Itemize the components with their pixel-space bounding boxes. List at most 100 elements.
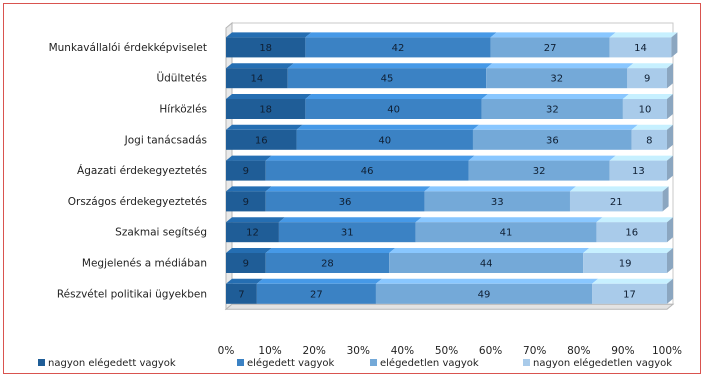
legend-item: elégedetlen vagyok [370,357,479,369]
bar-top-face [287,63,493,69]
bar-top-face [226,32,312,38]
bar-segment: 17 [592,278,673,304]
legend-swatch [237,359,244,366]
bar-data-label: 44 [480,259,493,270]
bar-side-face [667,248,673,273]
bar-data-label: 8 [646,135,652,146]
bar-segment: 44 [389,248,590,273]
bar-segment: 27 [490,32,616,58]
bar-segment: 7 [226,278,263,304]
bar-data-label: 45 [381,74,394,85]
category-label: Országos érdekegyeztetés [68,196,207,208]
bar [278,222,416,243]
legend-item: elégedett vagyok [237,357,335,369]
bar-data-label: 12 [246,228,259,239]
category-label: Megjelenés a médiában [82,258,207,270]
bar-segment: 18 [226,94,312,119]
bar [226,160,266,181]
bar-top-face [486,63,634,69]
bar-segment: 21 [569,186,669,212]
bar [569,191,663,212]
legend-swatch [38,359,45,366]
bar-top-face [278,217,422,223]
legend-label: elégedett vagyok [247,357,335,369]
bar-data-label: 32 [533,166,546,177]
bar-segment: 36 [472,124,638,150]
bar-side-face [667,124,673,150]
bar-segment: 14 [609,32,678,58]
bar-data-label: 46 [361,166,374,177]
bar-data-label: 18 [259,43,272,54]
x-tick-label: 0% [218,345,235,357]
bar [424,191,570,212]
bar-top-face [265,248,396,253]
bar-top-face [627,63,673,69]
bar-top-face [389,248,590,253]
bar [592,283,667,304]
bar-data-label: 14 [251,74,264,85]
bar [622,99,667,119]
bar [389,253,584,273]
bar-top-face [472,124,638,130]
bar-top-face [305,94,488,99]
bar-data-label: 36 [546,135,559,146]
bar-data-label: 9 [644,74,650,85]
bar [305,99,482,119]
bar-data-label: 32 [546,105,559,116]
bar-segment: 46 [265,155,475,181]
bar-top-face [226,124,303,130]
bar-segment: 40 [296,124,479,150]
category-label: Részvétel politikai ügyekben [57,288,207,300]
legend-label: nagyon elégedett vagyok [48,357,176,369]
bar [226,191,266,212]
bar [226,283,257,304]
legend-label: elégedetlen vagyok [380,357,479,369]
bar-segment: 49 [375,278,599,304]
legend-swatch [370,359,377,366]
category-label: Hírközlés [159,104,207,116]
bar-segment: 42 [305,32,497,58]
bar-segment: 12 [226,217,285,243]
bar-data-label: 9 [243,197,249,208]
bar [468,160,610,181]
bar [490,37,610,58]
bar-data-label: 7 [238,289,244,300]
x-tick-label: 60% [479,345,502,357]
bar-segment: 13 [609,155,673,181]
bar-side-face [667,155,673,181]
bar-data-label: 14 [634,43,647,54]
bar-top-face [265,155,475,161]
bar-segment: 41 [415,217,603,243]
bar-segment: 33 [424,186,576,212]
x-tick-label: 30% [347,345,370,357]
bar-segment: 8 [631,124,673,150]
bar [226,222,279,243]
category-label: Ágazati érdekegyeztetés [77,164,207,177]
bar [596,222,667,243]
bar-segment: 9 [226,186,272,212]
bar-data-label: 31 [341,228,354,239]
bar-data-label: 42 [392,43,405,54]
bar [375,283,593,304]
x-tick-label: 80% [567,345,590,357]
x-tick-label: 70% [523,345,546,357]
bar-segment: 9 [627,63,673,89]
bar [226,129,297,150]
bar-segment: 18 [226,32,312,58]
bar-top-face [226,248,272,253]
bar-segment: 27 [256,278,382,304]
bar-top-face [226,155,272,161]
bar-top-face [631,124,673,130]
bar-side-face [671,32,678,58]
category-label: Üdültetés [156,72,207,85]
bar-segment: 16 [596,217,673,243]
bar-segment: 10 [622,94,673,119]
bar [609,37,672,58]
bar-data-label: 9 [243,166,249,177]
bar [296,129,473,150]
bar-top-face [596,217,673,223]
bar-segment: 32 [468,155,616,181]
bar-top-face [490,32,616,38]
bar-data-label: 16 [255,135,268,146]
